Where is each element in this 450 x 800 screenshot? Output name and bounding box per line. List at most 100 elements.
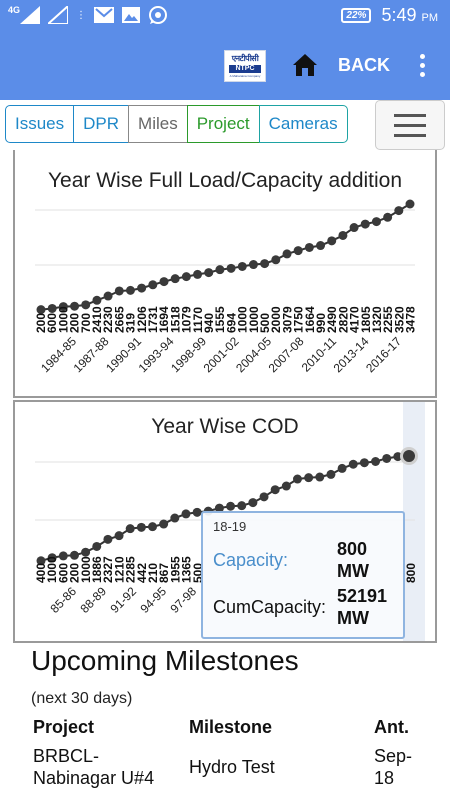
wifi-signal-icon [48, 6, 69, 24]
value-label: 3079 [280, 306, 294, 333]
data-point [148, 522, 158, 532]
back-button[interactable]: BACK [338, 52, 390, 78]
value-label: 867 [157, 563, 171, 583]
column-header-ant: Ant. [374, 717, 409, 737]
value-label: 2230 [101, 306, 115, 333]
tab-issues[interactable]: Issues [5, 105, 75, 143]
value-label: 940 [202, 313, 216, 333]
data-point [81, 547, 91, 557]
x-tick-label: 85-86 [48, 584, 80, 616]
data-point [36, 556, 46, 566]
tab-cameras[interactable]: Cameras [258, 105, 348, 143]
data-point [125, 524, 135, 534]
tab-miles[interactable]: Miles [128, 105, 188, 143]
notification-dots: ⋮ [76, 9, 87, 21]
value-label: 700 [79, 313, 93, 333]
data-point [248, 260, 258, 270]
tooltip-header: 18-19 [213, 519, 247, 534]
x-tick-label: 91-92 [108, 584, 140, 616]
data-point [114, 531, 124, 541]
data-point [170, 274, 180, 284]
series-line [40, 455, 410, 562]
data-point [371, 456, 381, 466]
value-label: 1518 [168, 306, 182, 333]
value-label: 1731 [146, 306, 160, 333]
data-point [193, 269, 203, 279]
value-label: 2285 [124, 556, 138, 583]
row-ant: Sep- 18 [374, 746, 413, 788]
value-label: 1000 [56, 306, 70, 333]
gmail-icon [94, 7, 115, 23]
data-point [181, 509, 191, 519]
data-point [371, 217, 381, 227]
data-point [260, 259, 270, 269]
value-label: 2255 [381, 306, 395, 333]
gallery-icon [122, 7, 141, 23]
tab-dpr[interactable]: DPR [73, 105, 130, 143]
data-point [226, 501, 236, 511]
milestones-title: Upcoming Milestones [31, 645, 299, 676]
value-label: 4170 [348, 306, 362, 333]
data-point [394, 206, 404, 216]
logo-tagline: A Maharatna Company [229, 74, 261, 78]
data-point [292, 474, 302, 484]
data-point [58, 551, 68, 561]
tooltip-capacity-label: Capacity: [213, 550, 289, 570]
logo-hindi-text: एनटीपीसी [231, 54, 259, 63]
tab-project[interactable]: Project [186, 105, 260, 143]
x-tick-label: 88-89 [78, 584, 110, 616]
data-point [125, 285, 135, 295]
tooltip-cumcapacity-label: CumCapacity: [213, 597, 327, 617]
data-point [382, 453, 392, 463]
data-point [359, 458, 369, 468]
whatsapp-icon [149, 6, 168, 24]
value-label: 800 [404, 563, 418, 583]
x-tick-label: 97-98 [168, 584, 200, 616]
data-point [170, 513, 180, 523]
data-point [181, 272, 191, 282]
network-label: 4G [8, 5, 21, 15]
value-label: 3478 [404, 306, 418, 333]
value-label: 1000 [79, 556, 93, 583]
signal-icon [20, 6, 41, 24]
clock-time: 5:49 [381, 4, 417, 25]
data-point [360, 219, 370, 229]
data-point [338, 230, 348, 240]
tooltip-capacity-value: 800 MW [337, 539, 369, 581]
value-label: 1170 [191, 307, 205, 333]
data-point [192, 507, 202, 517]
data-point [214, 503, 224, 513]
capacity-addition-chart: Year Wise Full Load/Capacity addition 20… [13, 150, 437, 398]
data-point [293, 246, 303, 256]
data-point [270, 485, 280, 495]
data-point [204, 268, 214, 278]
data-point [103, 291, 113, 301]
value-label: 2490 [325, 306, 339, 333]
data-point [137, 283, 147, 293]
value-label: 442 [135, 563, 149, 583]
data-point [237, 501, 247, 511]
x-tick-label: 2016-17 [363, 334, 404, 375]
home-button[interactable] [290, 50, 320, 80]
section-tabs: Issues DPR Miles Project Cameras [5, 105, 348, 145]
value-label: 500 [258, 313, 272, 333]
data-point [349, 223, 359, 233]
hamburger-menu-button[interactable] [375, 100, 445, 150]
row-project: BRBCL- Nabinagar U#4 [33, 746, 155, 788]
ntpc-logo: एनटीपीसी NTPC A Maharatna Company [224, 50, 266, 82]
column-header-project: Project [33, 717, 95, 737]
data-point [326, 469, 336, 479]
data-point [103, 534, 113, 544]
data-point [316, 241, 326, 251]
data-point [47, 303, 57, 313]
data-point [237, 261, 247, 271]
data-point [159, 277, 169, 287]
overflow-menu-button[interactable] [412, 50, 432, 80]
data-point [259, 492, 269, 502]
value-label: 1694 [157, 306, 171, 333]
data-point [215, 265, 225, 275]
value-label: 1805 [359, 306, 373, 333]
value-label: 2410 [90, 306, 104, 333]
value-label: 1886 [90, 556, 104, 583]
more-vert-icon [419, 53, 425, 59]
